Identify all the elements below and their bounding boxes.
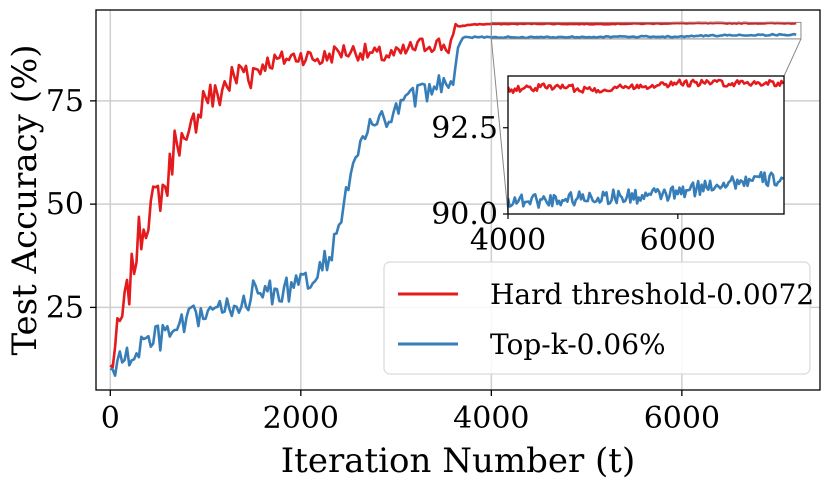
zoom-connector bbox=[783, 38, 802, 77]
zoom-connector bbox=[490, 38, 509, 215]
inset-x-tick-label: 6000 bbox=[640, 223, 716, 258]
inset-series-line bbox=[508, 170, 784, 209]
main-lines bbox=[109, 21, 797, 377]
inset-lines bbox=[508, 78, 784, 209]
inset-background bbox=[508, 76, 784, 214]
y-axis-title: Test Accuracy (%) bbox=[5, 44, 45, 355]
inset-y-tick-label: 90.0 bbox=[431, 197, 498, 232]
x-tick-label: 2000 bbox=[263, 401, 339, 436]
legend: Hard threshold-0.0072 Top-k-0.06% bbox=[383, 261, 814, 375]
x-tick-label: 0 bbox=[101, 401, 120, 436]
y-tick-label: 50 bbox=[46, 187, 84, 222]
plot-frame bbox=[95, 9, 821, 391]
series-line bbox=[109, 32, 797, 377]
x-tick-label: 6000 bbox=[644, 401, 720, 436]
zoom-region bbox=[490, 21, 802, 40]
x-axis-title: Iteration Number (t) bbox=[281, 441, 635, 481]
inset: 4000 6000 90.0 92.5 bbox=[431, 21, 802, 258]
x-tick-label: 4000 bbox=[453, 401, 529, 436]
inset-frame bbox=[507, 75, 785, 215]
legend-label: Hard threshold-0.0072 bbox=[490, 278, 814, 311]
y-tick-label: 75 bbox=[46, 84, 84, 119]
y-tick-label: 25 bbox=[46, 290, 84, 325]
main-ticks: 0 2000 4000 6000 25 50 75 bbox=[46, 84, 720, 436]
legend-label: Top-k-0.06% bbox=[490, 328, 666, 361]
inset-series-line bbox=[508, 78, 784, 94]
inset-x-tick-label: 4000 bbox=[470, 223, 546, 258]
series-line bbox=[109, 21, 797, 369]
inset-y-tick-label: 92.5 bbox=[431, 111, 498, 146]
legend-box bbox=[383, 261, 811, 375]
